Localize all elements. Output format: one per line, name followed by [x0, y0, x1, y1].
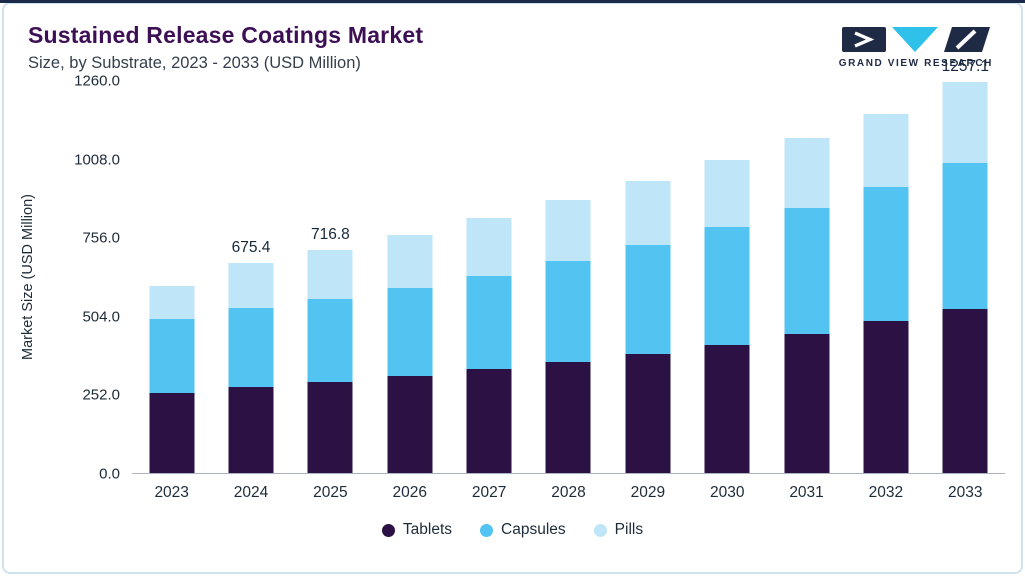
- bar-segment-pills-2031: [784, 137, 830, 208]
- stacked-bar-chart: Market Size (USD Million) 0.0 252.0 504.0 7…: [20, 58, 1005, 548]
- bar-segment-capsules-2031: [784, 207, 830, 334]
- bar-segment-pills-2025: [307, 250, 353, 300]
- bar-segment-capsules-2025: [307, 299, 353, 382]
- bar-segment-capsules-2023: [149, 319, 195, 393]
- bar-2024: 675.4: [211, 81, 290, 473]
- bar-segment-tablets-2031: [784, 333, 830, 473]
- bar-segment-tablets-2029: [625, 354, 671, 473]
- bar-2029: [608, 81, 687, 473]
- bar-2030: [688, 81, 767, 473]
- bar-segment-pills-2030: [704, 159, 750, 228]
- x-axis-label-2027: 2027: [471, 484, 507, 501]
- page-title: Sustained Release Coatings Market: [28, 22, 424, 48]
- x-axis-labels: 2023 2024 2025 2026 2027 2028 2029 2030 2031 2032…: [132, 474, 1005, 512]
- bar-segment-tablets-2032: [863, 320, 909, 473]
- title-block: Sustained Release Coatings Market Size, …: [28, 22, 423, 73]
- legend-label-capsules: Capsules: [501, 521, 566, 538]
- y-tick-label: 252.0: [82, 386, 120, 404]
- legend-label-tablets: Tablets: [402, 521, 453, 538]
- bar-segment-pills-2023: [149, 286, 195, 319]
- total-label-2025: 716.8: [310, 226, 350, 243]
- bar-segment-pills-2024: [228, 262, 274, 309]
- bar-segment-tablets-2033: [942, 309, 988, 473]
- bar-segment-tablets-2030: [704, 345, 750, 473]
- bar-2025: 716.8: [291, 81, 370, 473]
- bar-segment-capsules-2028: [545, 260, 591, 363]
- bar-segment-capsules-2027: [466, 276, 512, 370]
- plot-area: 675.4 716.8 1257.1: [132, 58, 1005, 474]
- y-tick-label: 1008.0: [74, 151, 120, 169]
- page-subtitle: Size, by Substrate, 2023 - 2033 (USD Mil…: [28, 54, 361, 72]
- bar-2023: [132, 81, 211, 473]
- bar-segment-capsules-2024: [228, 308, 274, 388]
- bar-segment-capsules-2026: [387, 287, 433, 376]
- bar-segment-tablets-2026: [387, 375, 433, 473]
- x-axis-label-2025: 2025: [313, 484, 348, 501]
- y-tick-label: 756.0: [82, 229, 120, 247]
- bar-2028: [529, 81, 608, 473]
- bar-segment-capsules-2029: [625, 244, 671, 355]
- bar-segment-tablets-2025: [307, 381, 353, 473]
- x-axis-label-2031: 2031: [789, 484, 824, 501]
- legend-item-pills: Pills: [593, 521, 644, 539]
- bar-2026: [370, 81, 449, 473]
- y-tick-label: 504.0: [82, 308, 120, 326]
- bar-segment-capsules-2033: [942, 162, 988, 310]
- legend-item-tablets: Tablets: [381, 521, 453, 539]
- top-accent-bar: [0, 0, 1025, 3]
- bar-segment-pills-2026: [387, 234, 433, 288]
- brand-logo: GRAND VIEW RESEARCH: [839, 26, 993, 69]
- bar-2031: [767, 81, 846, 473]
- bar-segment-capsules-2030: [704, 227, 750, 346]
- legend-item-capsules: Capsules: [480, 521, 566, 539]
- y-axis-ticks: 0.0 252.0 504.0 756.0 1008.0 1260.0: [48, 73, 132, 483]
- header: Sustained Release Coatings Market Size, …: [4, 4, 1021, 77]
- legend-label-pills: Pills: [614, 521, 644, 538]
- x-axis-label-2033: 2033: [948, 484, 983, 501]
- bar-segment-tablets-2028: [545, 362, 591, 473]
- bar-segment-tablets-2023: [149, 392, 195, 473]
- x-axis-label-2026: 2026: [392, 484, 427, 501]
- x-axis-label-2029: 2029: [630, 484, 666, 501]
- x-axis-label-2024: 2024: [233, 484, 269, 501]
- bar-segment-pills-2029: [625, 180, 671, 245]
- x-axis-label-2028: 2028: [551, 484, 586, 501]
- legend-dot-tablets: [381, 523, 395, 537]
- brand-name: GRAND VIEW RESEARCH: [838, 58, 993, 69]
- bar-segment-tablets-2024: [228, 387, 274, 473]
- y-tick-label: 1260.0: [74, 72, 120, 90]
- total-label-2033: 1257.1: [941, 57, 990, 75]
- total-label-2024: 675.4: [231, 238, 271, 256]
- bar-2033: 1257.1: [926, 58, 1005, 473]
- x-axis-label-2030: 2030: [709, 484, 745, 501]
- legend-dot-pills: [593, 523, 607, 537]
- bar-segment-pills-2032: [863, 113, 909, 187]
- x-axis-label-2023: 2023: [154, 484, 189, 501]
- y-tick-label: 0.0: [99, 465, 120, 483]
- bar-segment-tablets-2027: [466, 369, 512, 473]
- x-axis-label-2032: 2032: [868, 484, 904, 501]
- bar-2027: [449, 81, 528, 473]
- brand-logo-icon: [841, 27, 990, 52]
- bar-segment-pills-2028: [545, 199, 591, 261]
- bar-segment-pills-2027: [466, 217, 512, 277]
- legend-dot-capsules: [480, 523, 494, 537]
- y-axis-title: Market Size (USD Million): [20, 194, 36, 361]
- bar-segment-pills-2033: [942, 81, 988, 163]
- legend: Tablets Capsules Pills: [20, 512, 1005, 548]
- bar-2032: [846, 81, 925, 473]
- bar-segment-capsules-2032: [863, 186, 909, 321]
